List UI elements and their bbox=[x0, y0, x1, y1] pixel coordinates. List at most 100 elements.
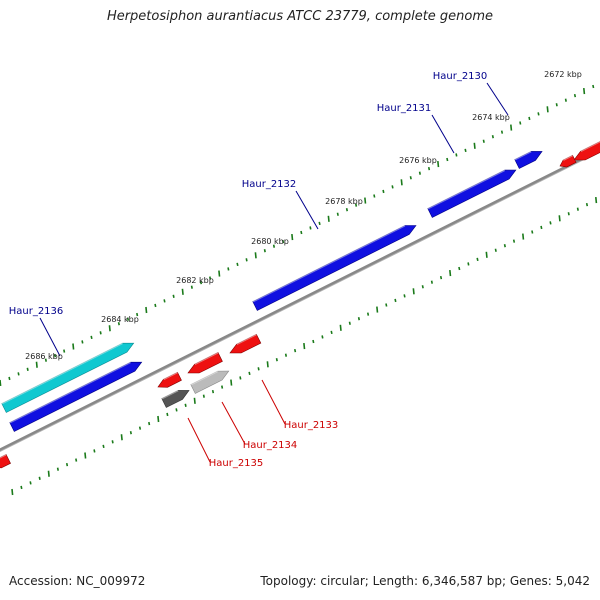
minor-tick-outer-14 bbox=[126, 317, 130, 321]
gene-label-haur-2136[interactable]: Haur_2136 bbox=[9, 306, 64, 317]
minor-tick-inner-2 bbox=[29, 481, 32, 485]
leader-line-haur-2132 bbox=[295, 190, 319, 230]
gene-haur-2132-arrow[interactable] bbox=[252, 224, 417, 311]
minor-tick-inner-58 bbox=[540, 225, 543, 230]
minor-tick-inner-5 bbox=[56, 467, 59, 471]
gene-unlabeled-right-2-arrow[interactable] bbox=[559, 154, 577, 168]
minor-tick-inner-42 bbox=[394, 298, 397, 303]
minor-tick-outer-38 bbox=[345, 208, 349, 212]
minor-tick-inner-10 bbox=[102, 444, 105, 449]
tick-marks bbox=[0, 84, 598, 496]
minor-tick-outer-37 bbox=[336, 212, 339, 216]
minor-tick-outer-17 bbox=[154, 303, 157, 308]
minor-tick-outer-13 bbox=[117, 322, 120, 326]
gene-label-haur-2132[interactable]: Haur_2132 bbox=[242, 179, 297, 190]
minor-tick-inner-61 bbox=[567, 212, 570, 216]
major-tick-outer-40 bbox=[364, 197, 367, 204]
minor-tick-inner-41 bbox=[385, 303, 388, 307]
scale-label-7: 2686 kbp bbox=[25, 352, 63, 361]
gene-label-haur-2135[interactable]: Haur_2135 bbox=[209, 458, 264, 469]
minor-tick-outer-23 bbox=[209, 276, 212, 280]
minor-tick-inner-34 bbox=[321, 335, 324, 339]
major-tick-outer-44 bbox=[400, 179, 403, 186]
major-tick-inner-48 bbox=[449, 269, 452, 277]
minor-tick-inner-45 bbox=[421, 285, 424, 289]
gene-features[interactable] bbox=[0, 140, 600, 469]
scale-label-0: 2672 kbp bbox=[544, 70, 582, 79]
map-labels: 2672 kbp 2674 kbp 2676 kbp 2678 kbp 2680 kbp… bbox=[9, 70, 582, 469]
major-tick-inner-60 bbox=[558, 215, 561, 222]
major-tick-outer-52 bbox=[473, 142, 476, 149]
minor-tick-inner-19 bbox=[184, 403, 187, 407]
gene-haur-2130-arrow[interactable] bbox=[514, 150, 543, 169]
minor-tick-outer-11 bbox=[99, 331, 102, 335]
minor-tick-inner-7 bbox=[75, 458, 78, 462]
minor-tick-inner-46 bbox=[430, 280, 433, 284]
label-leader-lines bbox=[39, 82, 509, 463]
minor-tick-inner-63 bbox=[585, 202, 589, 207]
minor-tick-outer-33 bbox=[300, 230, 303, 235]
gene-unlabeled-right-1-arrow[interactable] bbox=[573, 140, 600, 161]
minor-tick-outer-29 bbox=[263, 249, 266, 253]
minor-tick-outer-45 bbox=[409, 176, 412, 180]
major-tick-inner-12 bbox=[120, 434, 123, 441]
scale-label-6: 2684 kbp bbox=[101, 315, 139, 324]
minor-tick-inner-47 bbox=[439, 275, 443, 280]
gene-haur-2136-highlight-arrow[interactable] bbox=[1, 342, 135, 413]
minor-tick-outer-43 bbox=[391, 185, 394, 189]
minor-tick-outer-9 bbox=[81, 340, 84, 344]
gene-label-haur-2134[interactable]: Haur_2134 bbox=[243, 440, 298, 451]
major-tick-inner-52 bbox=[485, 251, 488, 258]
backbone-line bbox=[0, 148, 600, 452]
gene-label-haur-2133[interactable]: Haur_2133 bbox=[284, 420, 339, 431]
minor-tick-inner-13 bbox=[129, 431, 132, 435]
accession-text: Accession: NC_009972 bbox=[9, 574, 146, 588]
minor-tick-outer-47 bbox=[427, 166, 431, 171]
leader-line-haur-2135 bbox=[187, 417, 211, 463]
minor-tick-outer-50 bbox=[455, 153, 458, 157]
gene-unlabeled-left-arrow[interactable] bbox=[0, 453, 11, 469]
scale-label-4: 2680 kbp bbox=[251, 237, 289, 246]
minor-tick-inner-39 bbox=[366, 312, 370, 316]
major-tick-outer-56 bbox=[510, 124, 513, 131]
gene-haur-2136-arrow[interactable] bbox=[9, 361, 143, 432]
minor-tick-inner-53 bbox=[494, 248, 497, 252]
gene-label-haur-2130[interactable]: Haur_2130 bbox=[433, 71, 488, 82]
major-tick-outer-20 bbox=[181, 288, 184, 295]
leader-line-haur-2136 bbox=[39, 317, 61, 357]
gene-haur-2135-arrow[interactable] bbox=[157, 371, 182, 388]
minor-tick-inner-18 bbox=[175, 408, 178, 412]
leader-line-haur-2131 bbox=[431, 114, 455, 154]
minor-tick-outer-54 bbox=[491, 135, 494, 139]
minor-tick-outer-49 bbox=[446, 157, 449, 162]
gene-label-haur-2131[interactable]: Haur_2131 bbox=[377, 103, 432, 114]
major-tick-outer-48 bbox=[437, 160, 440, 168]
minor-tick-inner-37 bbox=[348, 321, 351, 325]
minor-tick-inner-54 bbox=[503, 244, 506, 248]
major-tick-inner-36 bbox=[339, 324, 342, 331]
minor-tick-inner-57 bbox=[531, 230, 534, 234]
major-tick-outer-24 bbox=[218, 270, 221, 277]
gene-haur-2134-arrow[interactable] bbox=[187, 351, 223, 374]
gene-haur-2131-arrow[interactable] bbox=[427, 169, 517, 218]
minor-tick-outer-22 bbox=[199, 280, 203, 285]
minor-tick-inner-26 bbox=[248, 371, 251, 376]
minor-tick-inner-6 bbox=[65, 462, 69, 467]
major-tick-outer-32 bbox=[291, 233, 294, 241]
leader-line-haur-2133 bbox=[261, 379, 286, 425]
gene-light-gray-arrow[interactable] bbox=[190, 370, 230, 394]
gene-haur-2133-arrow[interactable] bbox=[229, 333, 262, 354]
minor-tick-inner-27 bbox=[257, 367, 260, 371]
minor-tick-outer-59 bbox=[537, 112, 540, 116]
minor-tick-outer-26 bbox=[236, 262, 239, 267]
minor-tick-outer-55 bbox=[500, 130, 504, 134]
leader-line-haur-2130 bbox=[486, 82, 509, 116]
minor-tick-outer-7 bbox=[63, 349, 66, 353]
minor-tick-outer-18 bbox=[163, 299, 166, 303]
gene-dark-gray-arrow[interactable] bbox=[161, 389, 190, 408]
major-tick-inner-56 bbox=[522, 233, 525, 240]
minor-tick-inner-33 bbox=[312, 339, 315, 344]
minor-tick-inner-51 bbox=[476, 257, 479, 262]
minor-tick-inner-35 bbox=[330, 330, 333, 335]
